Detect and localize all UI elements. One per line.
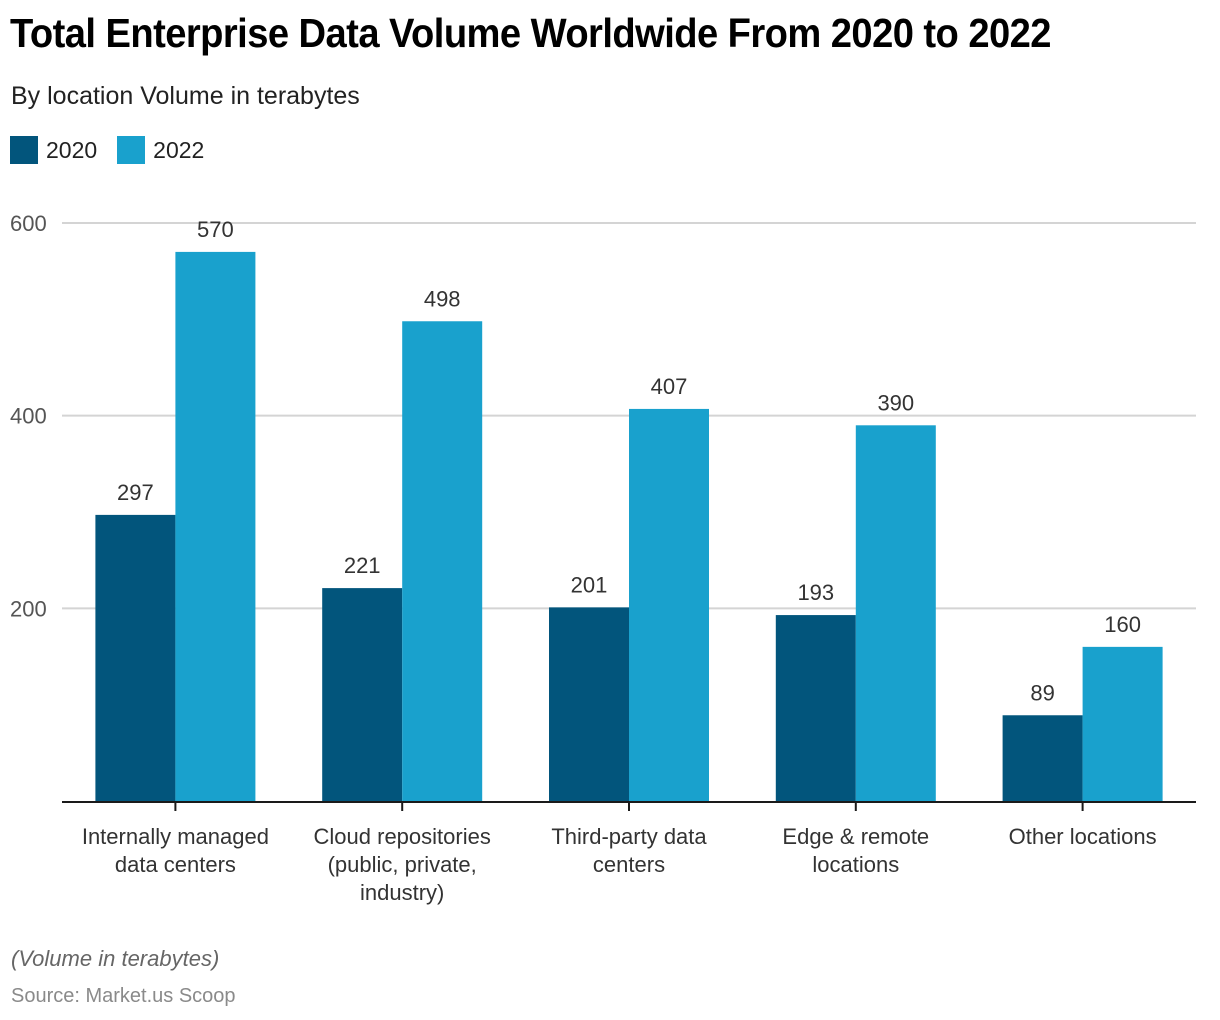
- y-tick-label-200: 200: [10, 596, 47, 621]
- legend-swatch-2020: [10, 136, 38, 164]
- data-label-2022-4: 160: [1104, 612, 1141, 637]
- bar-2020-3: [775, 615, 856, 801]
- legend-label-2020: 2020: [46, 136, 98, 163]
- x-category-label-3: Edge & remote locations: [782, 824, 929, 877]
- bar-2022-1: [402, 321, 483, 801]
- x-category-label-line: Internally managed: [82, 824, 269, 849]
- bar-2020-2: [549, 607, 629, 801]
- data-label-2020-4: 89: [1030, 680, 1054, 705]
- data-label-2020-3: 193: [797, 580, 834, 605]
- bars: [95, 251, 1163, 801]
- bar-2020-0: [95, 514, 176, 801]
- x-category-label-line: Edge & remote: [782, 824, 929, 849]
- bar-2022-3: [855, 425, 936, 801]
- bar-2022-4: [1082, 646, 1163, 801]
- bar-2020-4: [1002, 715, 1083, 801]
- data-label-2022-0: 570: [197, 217, 234, 242]
- x-category-label-0: Internally managed data centers: [82, 824, 269, 877]
- x-category-label-1: Cloud repositories (public, private, indus…: [314, 824, 491, 905]
- footnote: (Volume in terabytes): [11, 946, 220, 971]
- bar-2022-0: [175, 251, 256, 801]
- x-category-label-line: centers: [593, 852, 665, 877]
- x-category-label-line: Third-party data: [551, 824, 707, 849]
- legend-swatch-2022: [117, 136, 146, 164]
- bar-2022-2: [629, 408, 709, 801]
- data-label-2020-0: 297: [117, 480, 154, 505]
- x-axis: Internally managed data centers Cloud repo…: [62, 801, 1196, 905]
- legend-label-2022: 2022: [153, 136, 205, 163]
- y-axis-ticks: 200 400 600: [10, 211, 47, 621]
- data-label-2020-1: 221: [344, 553, 381, 578]
- legend-item-2020: 2020: [10, 136, 97, 164]
- x-category-label-2: Third-party data centers: [551, 824, 707, 877]
- chart-subtitle: By location Volume in terabytes: [11, 82, 360, 110]
- legend-item-2022: 2022: [117, 136, 204, 164]
- x-category-label-line: Other locations: [1009, 824, 1157, 849]
- legend: 2020 2022: [10, 136, 224, 164]
- y-tick-label-400: 400: [10, 404, 47, 429]
- x-category-label-line: data centers: [115, 852, 236, 877]
- x-category-label-line: Cloud repositories: [314, 824, 491, 849]
- data-label-2022-2: 407: [651, 374, 688, 399]
- x-category-label-line: (public, private,: [328, 852, 477, 877]
- data-label-2022-1: 498: [424, 286, 461, 311]
- x-category-label-line: industry): [360, 880, 444, 905]
- chart-title: Total Enterprise Data Volume Worldwide F…: [10, 10, 1051, 56]
- bar-2020-1: [322, 588, 403, 801]
- data-label-2020-2: 201: [571, 572, 608, 597]
- x-category-label-line: locations: [812, 852, 899, 877]
- x-category-label-4: Other locations: [1009, 824, 1157, 849]
- data-labels: 297 570 221 498 201 407 193 390 89 160: [117, 217, 1141, 705]
- y-tick-label-600: 600: [10, 211, 47, 236]
- source-text: Source: Market.us Scoop: [11, 985, 236, 1007]
- data-label-2022-3: 390: [877, 390, 914, 415]
